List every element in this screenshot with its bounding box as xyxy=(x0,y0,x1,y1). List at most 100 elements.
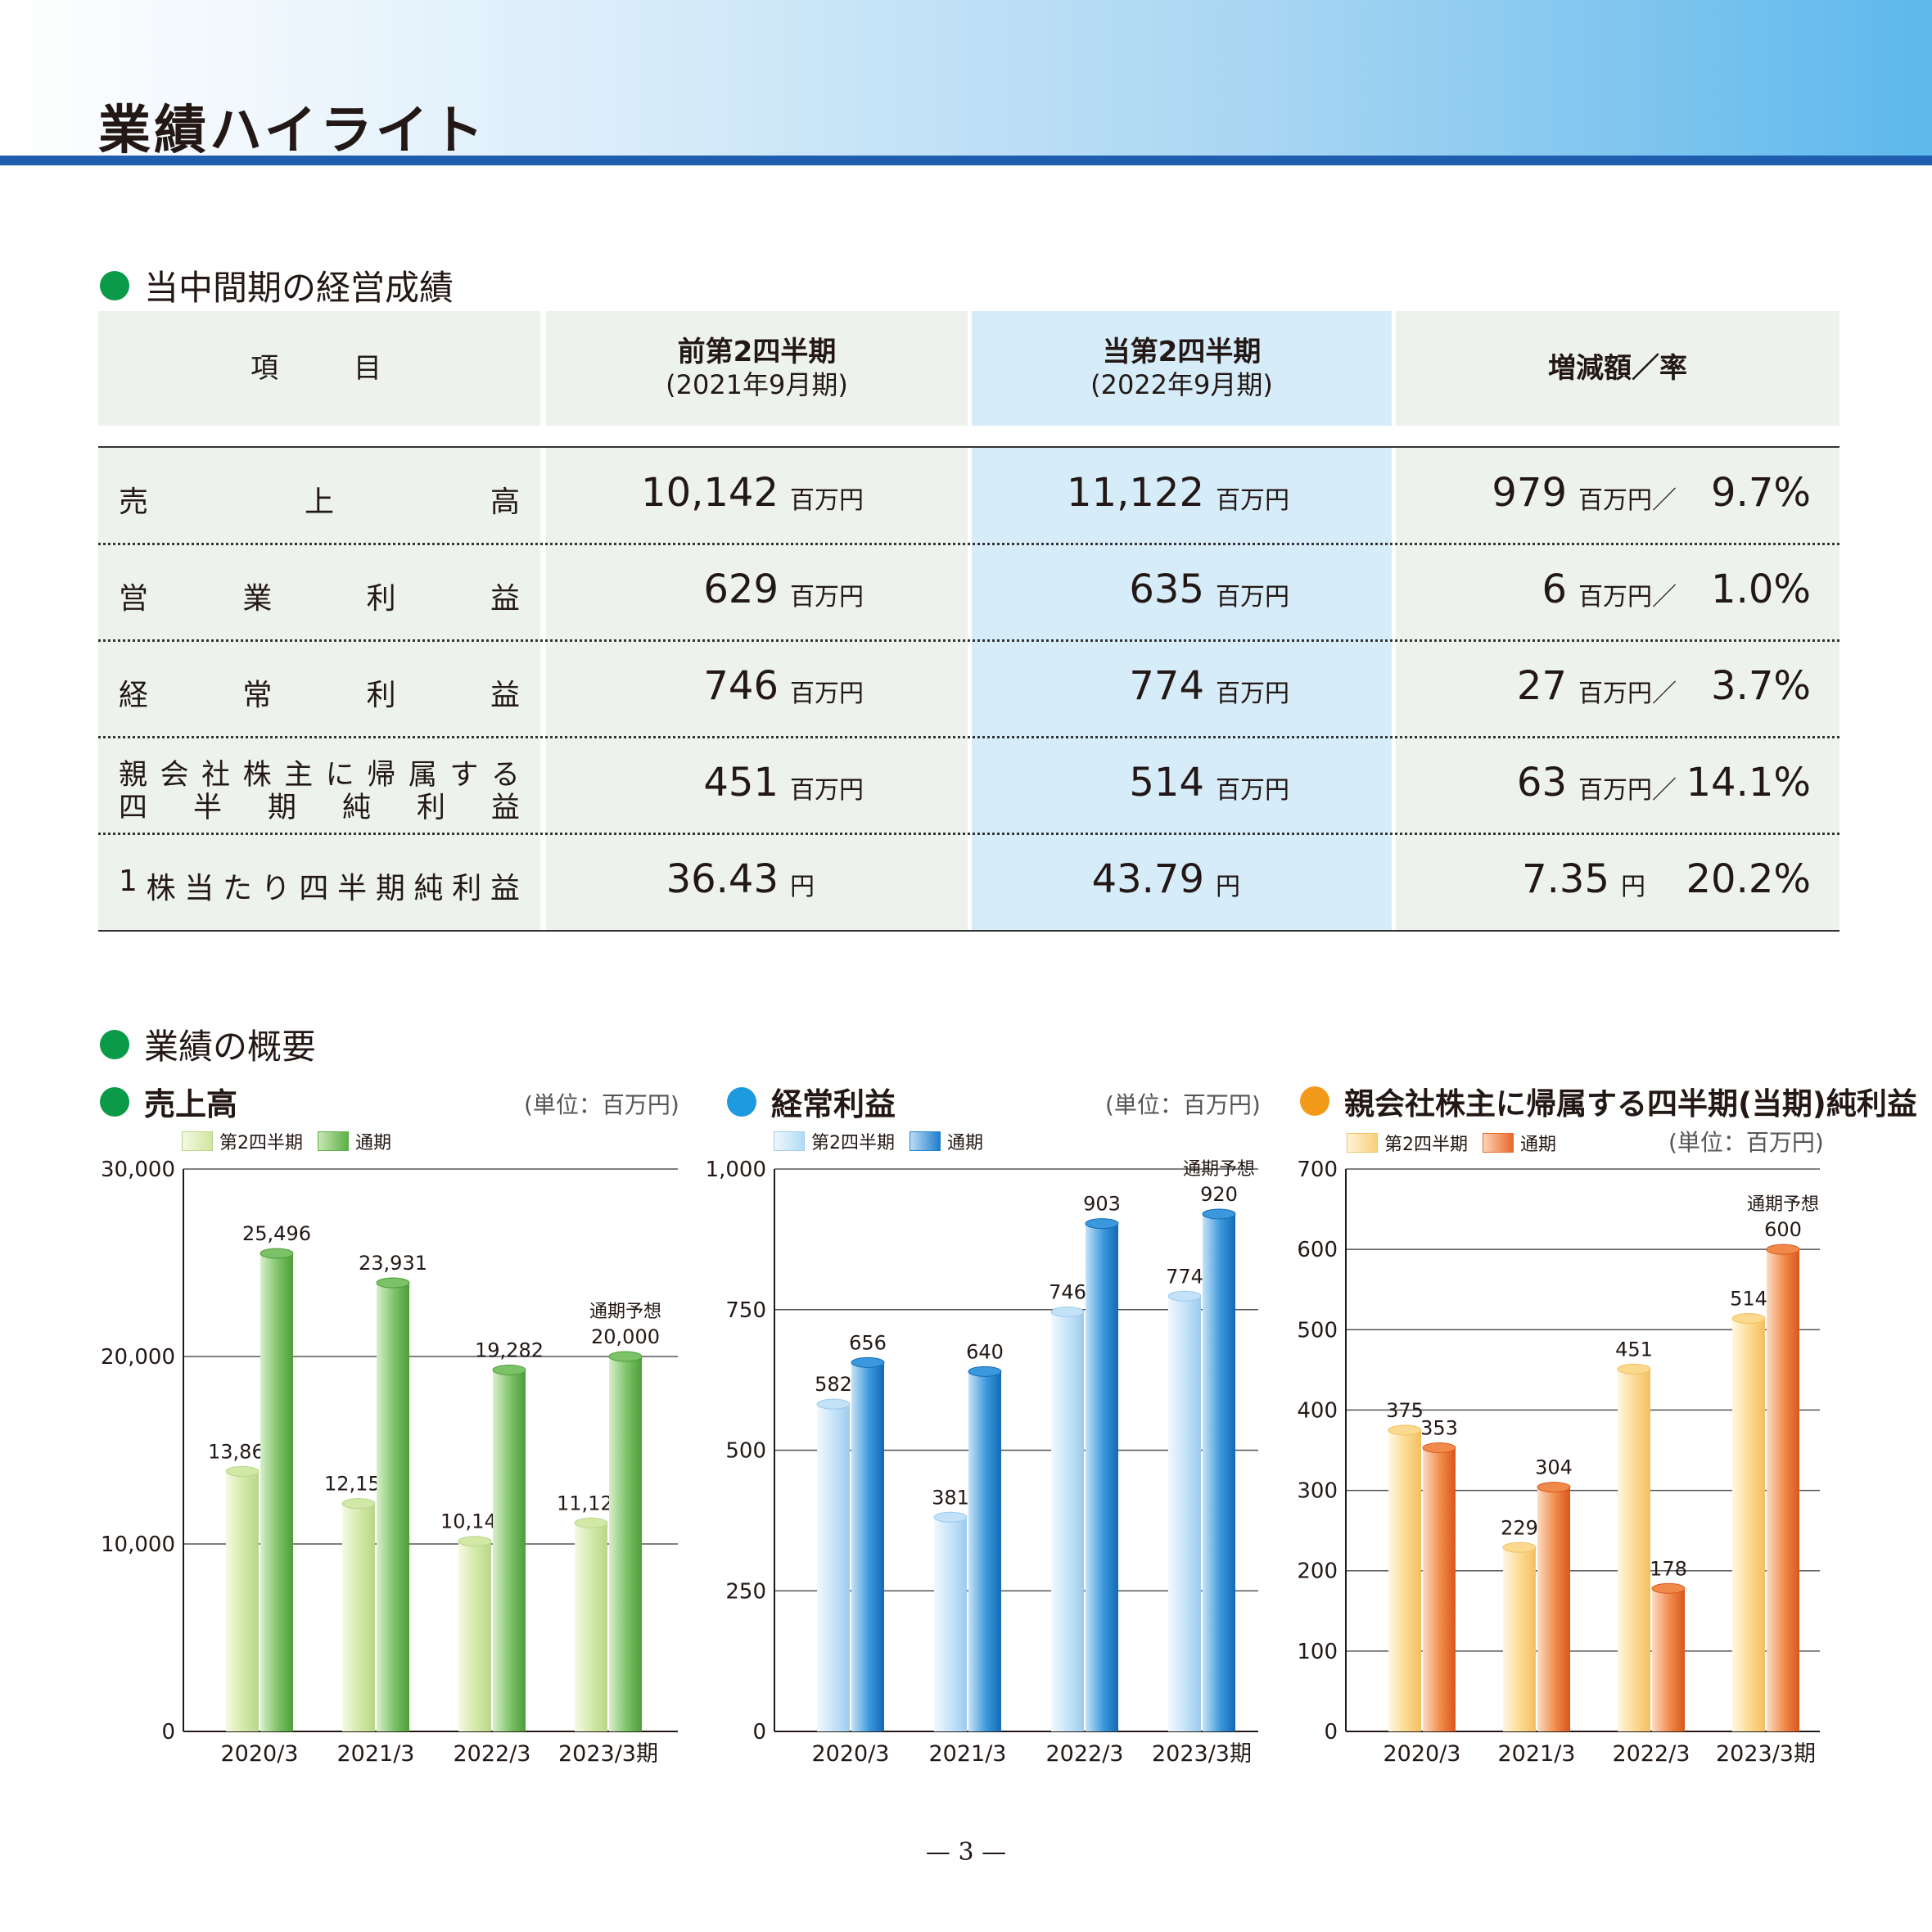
prev-period-value: 629 百万円 xyxy=(703,567,864,612)
unit-text: 円 xyxy=(1621,873,1645,901)
value-text: 746 xyxy=(703,663,779,709)
green-bullet-icon xyxy=(100,1086,129,1117)
y-tick-label: 700 xyxy=(1297,1158,1338,1182)
bar-cap xyxy=(458,1536,492,1547)
y-tick-label: 30,000 xyxy=(101,1158,175,1182)
legend-label: 通期 xyxy=(947,1133,984,1153)
row-label-char: り xyxy=(260,872,291,905)
value-text: 7.35 xyxy=(1522,856,1609,902)
data-label: 640 xyxy=(966,1340,1004,1363)
row-label-char: 常 xyxy=(242,679,273,712)
header-rule xyxy=(0,156,1932,165)
bar-cap xyxy=(1537,1482,1571,1493)
row-label-char: 帰 xyxy=(367,759,396,792)
row-label-char: 半 xyxy=(337,872,368,905)
x-category-label: 2022/3 xyxy=(1613,1741,1690,1767)
legend-net-income: 第2四半期 通期 xyxy=(1347,1130,1571,1156)
row-label-char: 利 xyxy=(416,792,445,824)
bar xyxy=(851,1362,884,1731)
legend-swatch xyxy=(1347,1133,1378,1153)
data-label: 304 xyxy=(1535,1456,1573,1479)
bar xyxy=(493,1370,526,1731)
header-sublabel: (2021年9月期) xyxy=(666,369,848,401)
table-top-rule xyxy=(98,446,1839,448)
change-amount: 6 百万円／ xyxy=(1542,567,1677,612)
bar-cap xyxy=(1388,1424,1422,1436)
page-title: 業績ハイライト xyxy=(98,101,487,161)
unit-text: 円 xyxy=(790,873,815,901)
data-label: 381 xyxy=(932,1486,969,1509)
row-label-char: 益 xyxy=(490,582,520,616)
value-text: 27 xyxy=(1516,663,1567,709)
table-column-bg xyxy=(1396,311,1839,931)
bar-cap xyxy=(1651,1582,1686,1594)
row-label-char: 会 xyxy=(160,759,189,792)
row-label-char: 半 xyxy=(192,792,222,824)
data-label: 451 xyxy=(1615,1338,1653,1361)
section-heading-text: 当中間期の経営成績 xyxy=(144,268,454,308)
row-label-char: す xyxy=(449,759,479,792)
value-text: 514 xyxy=(1129,760,1204,806)
legend-item-q2: 第2四半期 xyxy=(1347,1130,1468,1156)
table-header-cell: 当第2四半期 (2022年9月期) xyxy=(972,311,1392,426)
bar-cap xyxy=(376,1277,410,1289)
section-heading-results: 当中間期の経営成績 xyxy=(100,260,454,310)
bar-cap xyxy=(1202,1208,1236,1220)
x-category-label: 2022/3 xyxy=(454,1741,531,1767)
y-tick-label: 0 xyxy=(161,1720,175,1745)
row-label-char: 上 xyxy=(304,485,334,519)
value-text: 6 xyxy=(1542,567,1567,612)
unit-text: 百万円 xyxy=(1216,679,1289,708)
bar xyxy=(817,1404,850,1731)
bar xyxy=(226,1471,259,1731)
legend-label: 通期 xyxy=(1520,1135,1557,1155)
bar xyxy=(934,1517,967,1731)
prev-period-value: 10,142 百万円 xyxy=(641,470,864,516)
bar xyxy=(1051,1311,1084,1731)
y-tick-label: 250 xyxy=(725,1579,766,1604)
y-tick-label: 600 xyxy=(1297,1238,1338,1262)
value-text: 10,142 xyxy=(641,470,779,516)
row-label-char: 営 xyxy=(119,582,149,616)
legend-swatch xyxy=(1483,1133,1514,1153)
bar-cap xyxy=(1731,1313,1766,1325)
row-label-char: 社 xyxy=(201,759,231,792)
bar-cap xyxy=(816,1398,851,1410)
row-label-char: た xyxy=(223,872,253,905)
bar-cap xyxy=(225,1465,260,1477)
x-category-label: 2020/3 xyxy=(812,1741,890,1767)
row-label-char: 経 xyxy=(119,679,149,712)
unit-text: 百万円／ xyxy=(1578,679,1677,708)
unit-text: 百万円／ xyxy=(1578,486,1677,515)
bar xyxy=(1423,1447,1456,1731)
bar-cap xyxy=(574,1517,608,1528)
bar xyxy=(342,1503,375,1731)
unit-text: 百万円／ xyxy=(1578,776,1677,805)
unit-text: 百万円 xyxy=(790,776,864,805)
unit-note: (単位：百万円) xyxy=(1668,1129,1824,1156)
y-tick-label: 10,000 xyxy=(101,1533,175,1557)
row-label-char: 利 xyxy=(366,679,396,712)
header-sublabel: (2022年9月期) xyxy=(1090,369,1273,401)
change-amount: 7.35 円 xyxy=(1522,856,1645,902)
value-text: 635 xyxy=(1129,567,1204,612)
y-tick-label: 1,000 xyxy=(706,1158,766,1182)
bar-cap xyxy=(492,1364,526,1375)
header-label: 項 目 xyxy=(251,351,388,385)
row-label: 親会社株主に帰属する xyxy=(119,752,520,793)
value-text: 11,122 xyxy=(1067,470,1204,516)
row-label-char: 益 xyxy=(490,679,520,712)
bar xyxy=(1537,1487,1570,1731)
row-label-char: 利 xyxy=(452,872,482,905)
data-label: 600 xyxy=(1764,1218,1802,1241)
bar xyxy=(1168,1296,1201,1731)
table-row-divider xyxy=(98,543,1839,545)
bar xyxy=(458,1541,491,1731)
chart-title-ordinary-income: 経常利益 xyxy=(727,1079,896,1124)
legend-label: 第2四半期 xyxy=(1384,1135,1468,1155)
data-label: 582 xyxy=(815,1373,852,1396)
row-label-char: 高 xyxy=(490,485,520,519)
bar xyxy=(1732,1318,1765,1731)
